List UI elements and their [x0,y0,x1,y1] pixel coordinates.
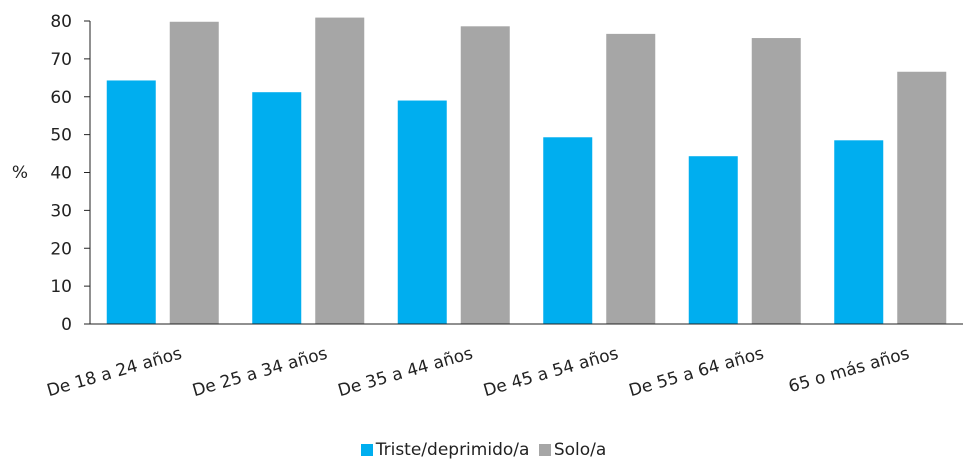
x-tick-label: De 55 a 64 años [627,344,767,402]
bar-solo [460,26,510,325]
x-tick-label: De 25 a 34 años [190,344,330,402]
y-axis: 0 10 20 30 40 50 60 70 80 [50,12,91,335]
legend-label-triste: Triste/deprimido/a [375,440,530,460]
bar-solo [751,38,801,324]
y-axis-label: % [12,163,28,183]
bar-solo [606,33,656,324]
x-tick-label: De 35 a 44 años [336,344,476,402]
bar-solo [897,71,947,324]
bars [106,17,947,325]
y-tick-label: 50 [50,126,72,146]
bar-triste [106,80,156,325]
y-tick-label: 30 [50,201,72,221]
y-tick-label: 80 [50,12,72,32]
bar-triste [397,100,447,324]
x-tick-label: 65 o más años [786,344,911,398]
legend-swatch-solo [538,444,551,456]
y-tick-label: 0 [61,315,72,335]
y-tick-label: 20 [50,239,72,259]
legend-label-solo: Solo/a [553,440,607,460]
y-tick-label: 70 [50,50,72,70]
legend: Triste/deprimido/a Solo/a [0,440,967,461]
bar-triste [834,140,884,324]
legend-item-solo: Solo/a [538,440,607,460]
y-tick-label: 40 [50,164,72,184]
bar-triste [252,92,302,324]
x-tick-label: De 18 a 24 años [45,344,185,402]
y-tick-label: 60 [50,88,72,108]
legend-item-triste: Triste/deprimido/a [360,440,530,460]
bar-triste [688,156,738,324]
bar-solo [169,21,219,324]
bar-chart: 0 10 20 30 40 50 60 70 80 De 18 a 24 años De 25 a… [12,12,963,402]
x-axis: De 18 a 24 años De 25 a 34 años De 35 a 44… [45,323,963,402]
y-tick-label: 10 [50,277,72,297]
bar-solo [315,17,365,325]
legend-swatch-triste [360,444,373,456]
x-tick-label: De 45 a 54 años [481,344,621,402]
bar-triste [543,137,593,324]
